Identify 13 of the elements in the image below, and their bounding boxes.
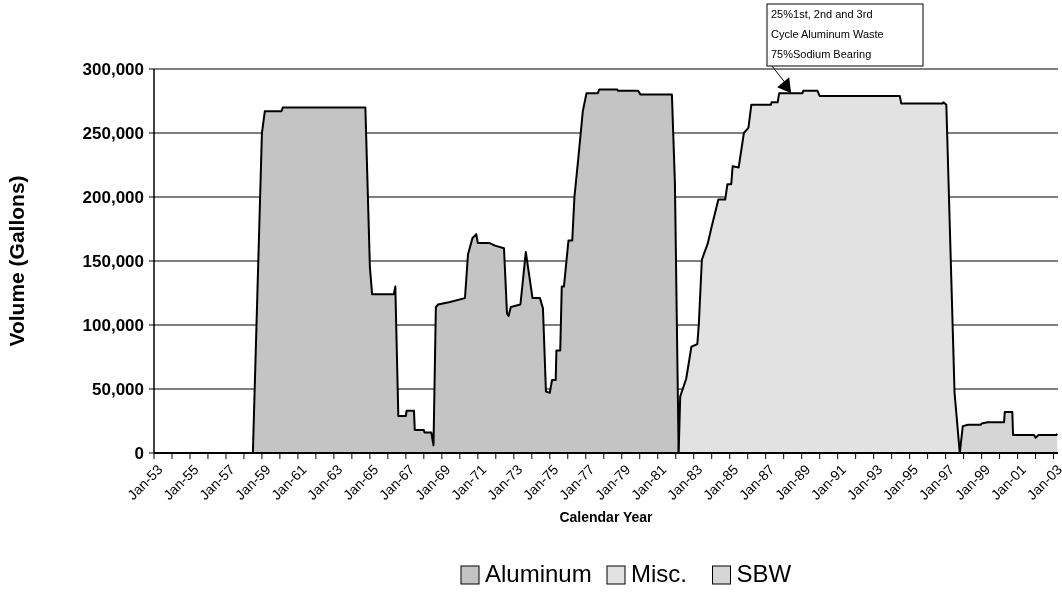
y-tick-label: 0: [134, 443, 144, 463]
annotation: 25%1st, 2nd and 3rd Cycle Aluminum Waste 75%Sodium Bearing: [771, 8, 884, 60]
y-axis-title: Volume (Gallons): [5, 175, 28, 347]
legend-label: Misc.: [631, 560, 687, 587]
y-tick-label: 100,000: [82, 315, 144, 335]
y-tick-label: 300,000: [82, 59, 144, 79]
x-axis-title: Calendar Year: [559, 509, 654, 525]
legend-label: Aluminum: [485, 560, 592, 587]
y-tick-label: 200,000: [82, 187, 144, 207]
y-tick-label: 150,000: [82, 251, 144, 271]
y-tick-label: 250,000: [82, 123, 144, 143]
legend-label: SBW: [736, 560, 792, 587]
y-tick-label: 50,000: [92, 379, 144, 399]
